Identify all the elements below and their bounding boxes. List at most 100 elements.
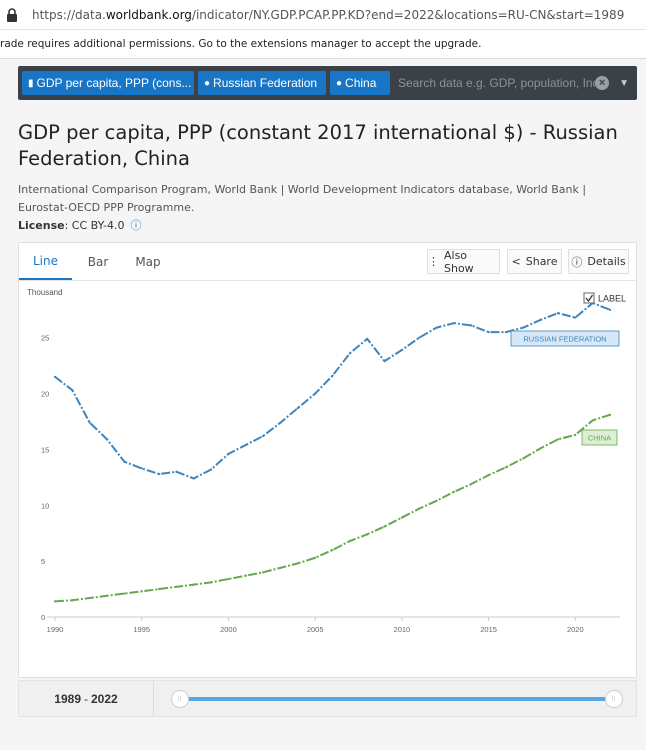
data-point-russian-federation bbox=[366, 337, 369, 340]
data-point-russian-federation bbox=[262, 434, 265, 438]
range-end-handle[interactable]: || bbox=[605, 690, 623, 708]
details-button[interactable]: ⓘ Details bbox=[568, 249, 629, 274]
data-point-china bbox=[366, 533, 369, 536]
data-point-china bbox=[504, 466, 508, 469]
range-separator: - bbox=[84, 691, 88, 706]
license-line: License: CC BY-4.0 ⓘ bbox=[18, 217, 142, 233]
url-domain: worldbank.org bbox=[105, 7, 192, 22]
url-text[interactable]: https://data.worldbank.org/indicator/NY.… bbox=[32, 8, 624, 22]
data-point-russian-federation bbox=[504, 331, 508, 334]
series-tag-russian-federation: RUSSIAN FEDERATION bbox=[510, 330, 620, 347]
more-vertical-icon: ⋮ bbox=[428, 255, 439, 268]
data-point-russian-federation bbox=[88, 421, 91, 424]
x-tick-label: 2020 bbox=[567, 625, 584, 634]
data-point-china bbox=[452, 490, 456, 493]
label-toggle-text: LABEL bbox=[598, 294, 626, 304]
data-point-china bbox=[192, 583, 195, 586]
y-tick-label: 0 bbox=[41, 613, 45, 622]
range-start: 1989 bbox=[54, 691, 81, 706]
data-point-russian-federation bbox=[244, 443, 247, 447]
x-tick-label: 2005 bbox=[307, 625, 324, 634]
series-tag-china: CHINA bbox=[581, 429, 618, 446]
browser-url-bar[interactable]: https://data.worldbank.org/indicator/NY.… bbox=[0, 0, 646, 30]
chip-country-russia[interactable]: ● Russian Federation bbox=[198, 71, 326, 95]
checkmark-icon bbox=[585, 294, 594, 303]
data-point-russian-federation bbox=[418, 336, 421, 339]
data-point-russian-federation bbox=[452, 322, 456, 325]
data-point-russian-federation bbox=[157, 472, 161, 476]
series-tag-text: RUSSIAN FEDERATION bbox=[523, 335, 606, 344]
info-icon: ⓘ bbox=[571, 255, 583, 269]
line-chart: Thousand 0 5 10 15 20 25 1990 1995 2000 2005 2010 20… bbox=[27, 288, 626, 634]
source-text: International Comparison Program, World … bbox=[18, 183, 587, 214]
x-tick-label: 1995 bbox=[133, 625, 150, 634]
data-point-russian-federation bbox=[209, 468, 213, 471]
also-show-button[interactable]: ⋮ Also Show bbox=[427, 249, 500, 275]
data-point-russian-federation bbox=[470, 324, 473, 327]
y-tick-label: 15 bbox=[41, 445, 49, 454]
location-pin-icon: ● bbox=[204, 77, 211, 89]
x-tick-label: 2015 bbox=[480, 625, 497, 634]
data-point-russian-federation bbox=[574, 316, 577, 319]
url-path: /indicator/NY.GDP.PCAP.PP.KD?end=2022&lo… bbox=[191, 7, 625, 22]
data-point-russian-federation bbox=[539, 318, 542, 321]
x-tick-label: 2010 bbox=[394, 625, 411, 634]
range-start-handle[interactable]: || bbox=[171, 690, 189, 708]
data-point-china bbox=[71, 599, 74, 602]
data-point-china bbox=[522, 457, 525, 460]
data-point-china bbox=[574, 433, 577, 436]
data-point-russian-federation bbox=[522, 326, 525, 329]
year-range-label: 1989-2022 bbox=[19, 681, 154, 716]
tab-map[interactable]: Map bbox=[135, 254, 161, 269]
chevron-down-icon[interactable]: ▼ bbox=[619, 77, 629, 89]
notice-text: rade requires additional permissions. Go… bbox=[0, 38, 482, 50]
tab-bar[interactable]: Bar bbox=[87, 254, 109, 269]
data-point-russian-federation bbox=[608, 308, 612, 311]
clear-icon[interactable]: × bbox=[595, 76, 610, 90]
data-point-china bbox=[262, 571, 265, 574]
page-title: GDP per capita, PPP (constant 2017 inter… bbox=[18, 121, 618, 170]
data-point-russian-federation bbox=[71, 389, 74, 392]
chip-indicator[interactable]: ▮ GDP per capita, PPP (cons... bbox=[22, 71, 194, 95]
chip-country-china[interactable]: ● China bbox=[330, 71, 390, 95]
data-point-china bbox=[470, 482, 473, 486]
data-point-russian-federation bbox=[296, 406, 299, 410]
data-point-russian-federation bbox=[140, 467, 143, 470]
share-button[interactable]: < Share bbox=[507, 249, 562, 274]
share-label: Share bbox=[525, 255, 558, 268]
license-value[interactable]: : CC BY-4.0 bbox=[64, 219, 125, 232]
x-tick-label: 1990 bbox=[47, 625, 64, 634]
data-point-russian-federation bbox=[53, 375, 57, 378]
data-point-china bbox=[175, 585, 178, 588]
share-icon: < bbox=[511, 255, 521, 268]
data-point-china bbox=[314, 556, 317, 559]
data-point-russian-federation bbox=[279, 421, 282, 424]
data-point-china bbox=[556, 438, 560, 441]
data-point-china bbox=[383, 525, 386, 528]
y-tick-label: 20 bbox=[41, 390, 49, 399]
chip-country-china-label: China bbox=[345, 76, 377, 90]
data-point-china bbox=[296, 562, 299, 565]
data-point-russian-federation bbox=[487, 331, 490, 334]
range-track[interactable] bbox=[182, 697, 618, 701]
range-end: 2022 bbox=[91, 691, 118, 706]
series-line-china bbox=[54, 413, 611, 603]
data-point-china bbox=[608, 413, 612, 416]
search-input[interactable] bbox=[394, 71, 596, 95]
data-point-russian-federation bbox=[331, 374, 334, 377]
license-label: License bbox=[18, 219, 65, 232]
chart-tabs: Line Bar Map ⋮ Also Show < Share ⓘ Details bbox=[19, 243, 636, 281]
search-bar: ▮ GDP per capita, PPP (cons... ● Russian… bbox=[18, 66, 637, 100]
info-icon[interactable]: ⓘ bbox=[130, 219, 142, 232]
lock-icon bbox=[7, 7, 17, 22]
url-prefix: https://data. bbox=[32, 7, 106, 22]
y-tick-label: 10 bbox=[41, 501, 49, 510]
series-tag-text: CHINA bbox=[588, 434, 611, 443]
data-point-russian-federation bbox=[435, 326, 438, 329]
extension-notice: rade requires additional permissions. Go… bbox=[0, 30, 646, 59]
label-toggle[interactable]: LABEL bbox=[583, 292, 626, 304]
data-point-china bbox=[539, 447, 542, 450]
bar-chart-icon: ▮ bbox=[28, 77, 34, 89]
data-point-china bbox=[244, 574, 247, 577]
tab-line[interactable]: Line bbox=[19, 243, 72, 280]
